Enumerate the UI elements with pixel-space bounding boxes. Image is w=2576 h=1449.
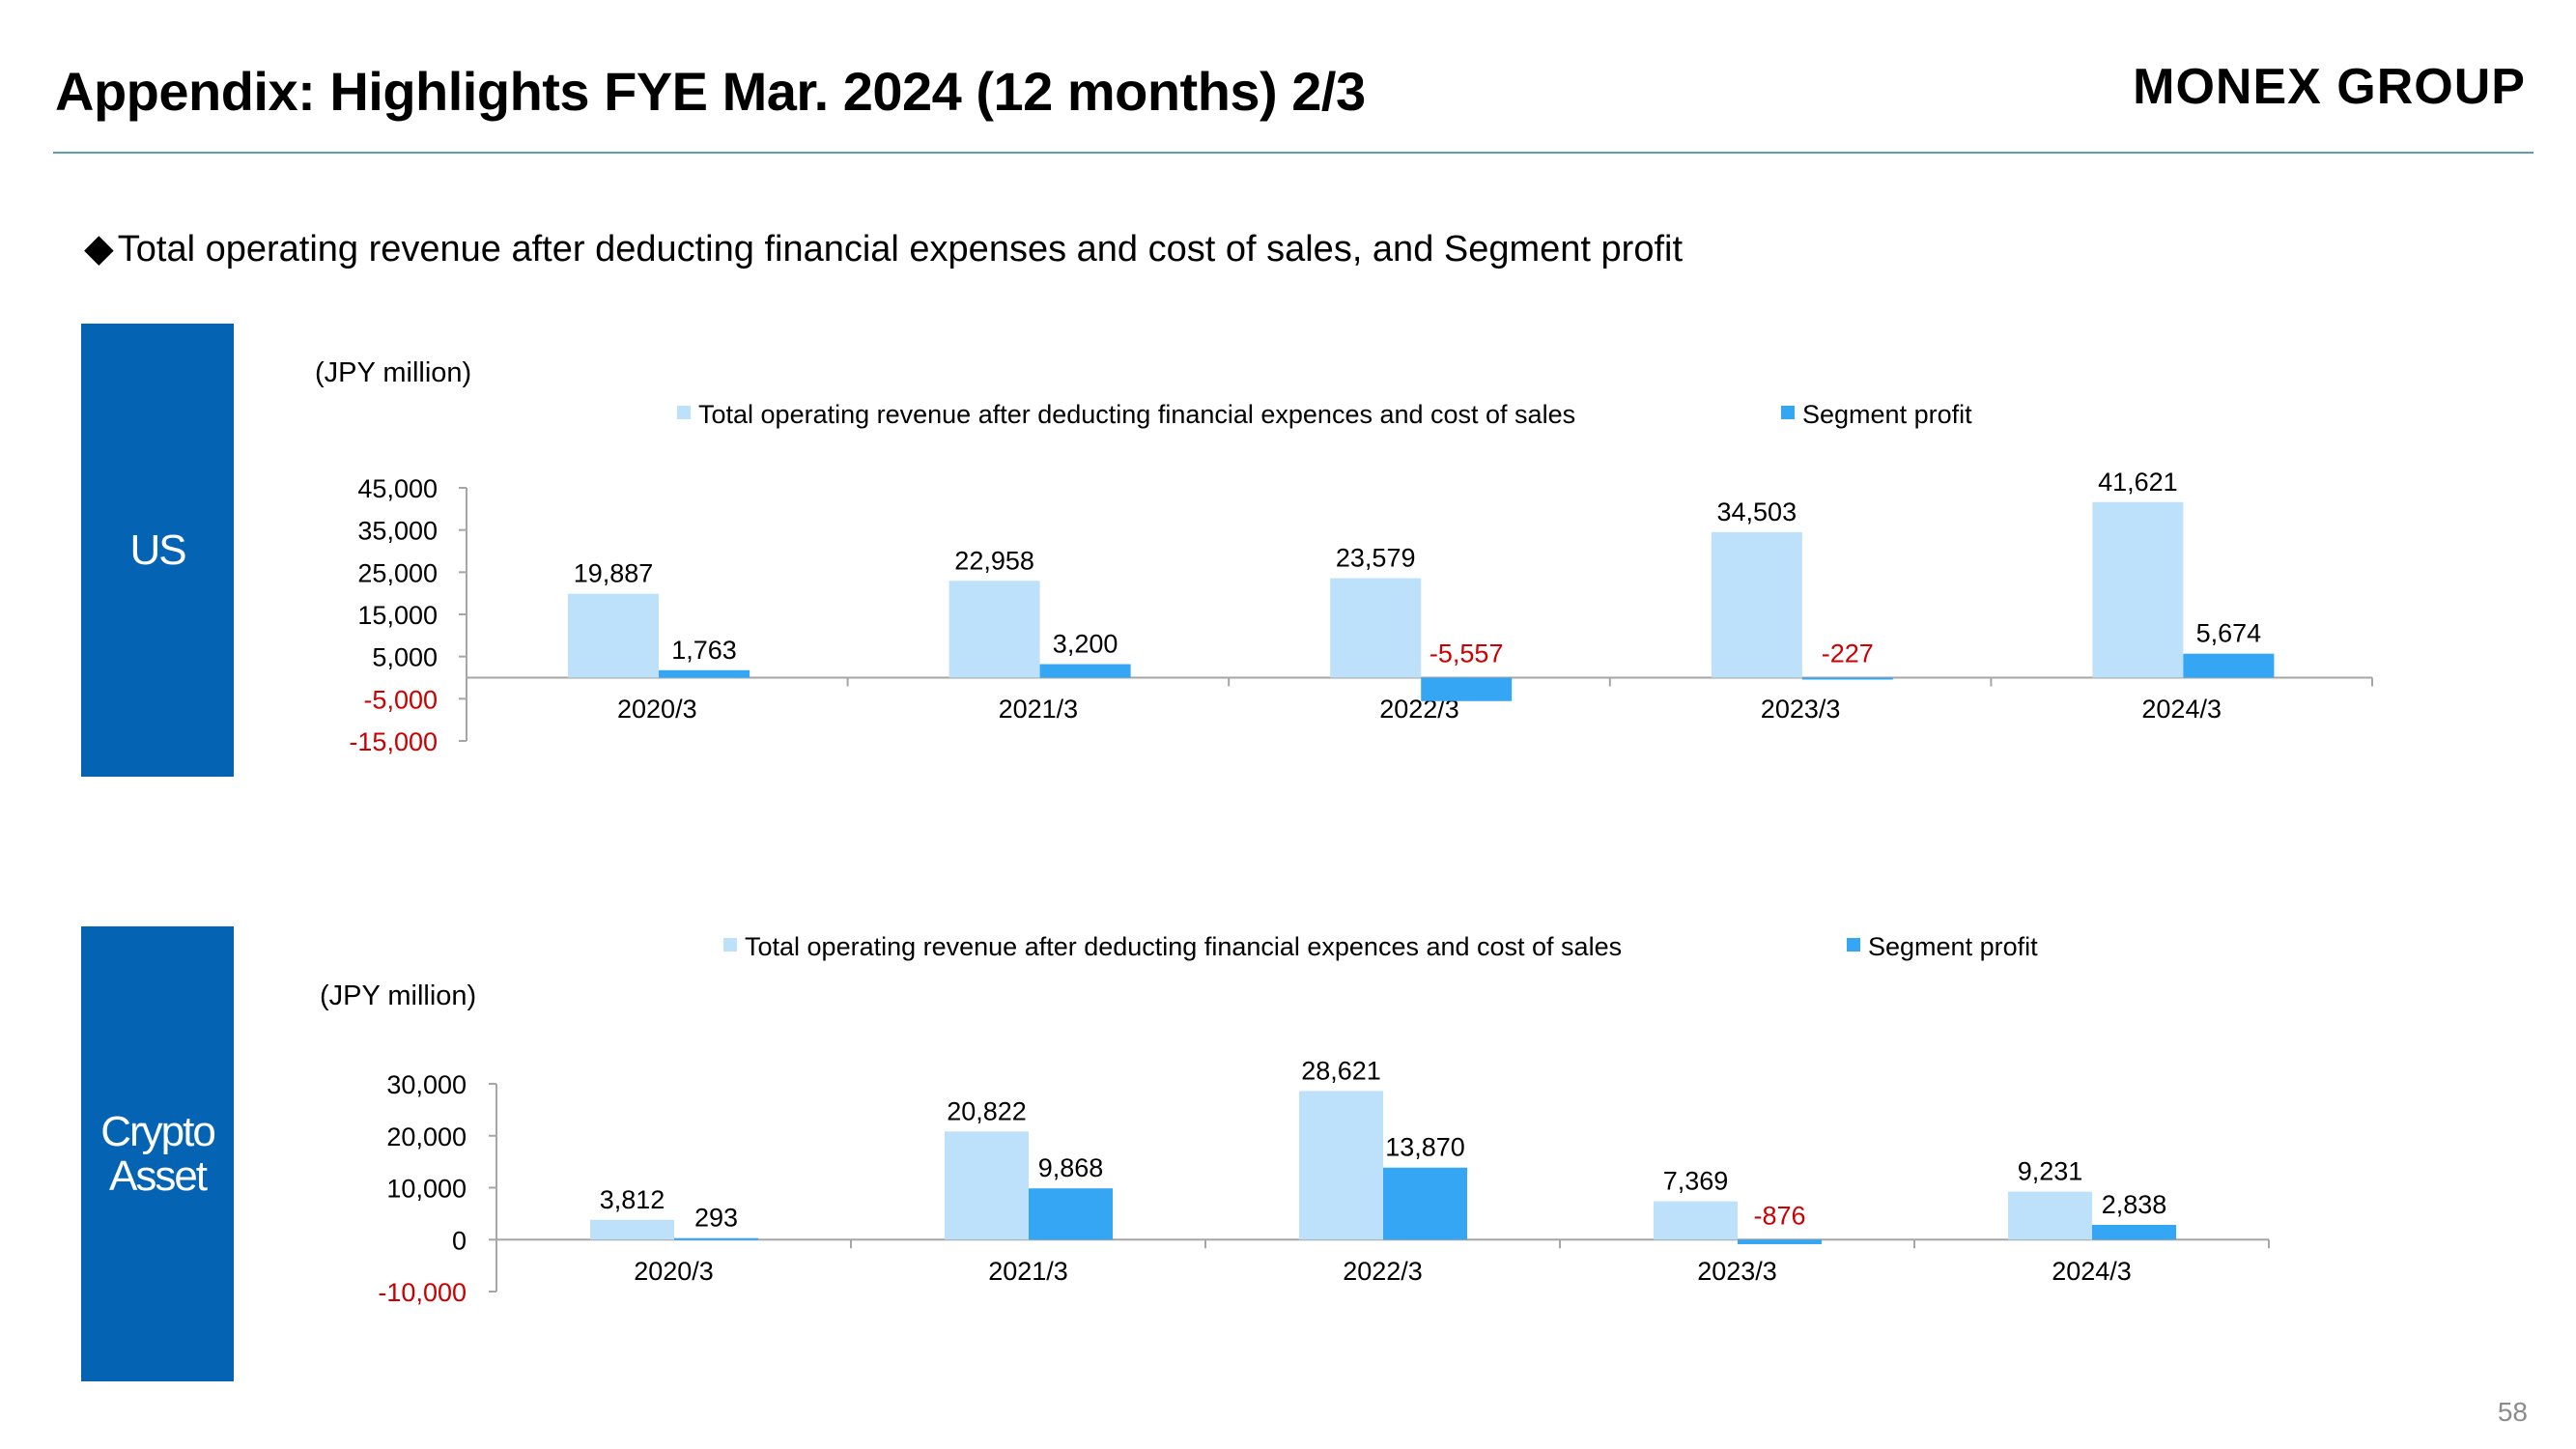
y-tick-label: -15,000: [349, 727, 438, 756]
brand-logo: MONEX GROUP: [2133, 59, 2526, 115]
profit-bar: [2183, 653, 2275, 678]
profit-data-label: 13,870: [1385, 1133, 1465, 1162]
revenue-bar: [568, 593, 659, 678]
y-tick-label: 45,000: [357, 474, 438, 503]
profit-data-label: 9,868: [1038, 1153, 1104, 1182]
revenue-bar: [945, 1131, 1029, 1240]
revenue-bar: [2008, 1191, 2092, 1240]
legend-label: Total operating revenue after deducting …: [745, 932, 1622, 961]
side-label-us-text: US: [129, 526, 186, 574]
profit-data-label: -876: [1753, 1201, 1805, 1230]
profit-bar: [1029, 1188, 1113, 1240]
x-category-label: 2023/3: [1761, 695, 1841, 724]
revenue-data-label: 28,621: [1301, 1056, 1381, 1085]
profit-bar: [674, 1237, 758, 1240]
profit-data-label: 293: [694, 1204, 738, 1233]
profit-data-label: -227: [1822, 639, 1874, 668]
revenue-data-label: 9,231: [2018, 1157, 2083, 1186]
side-label-crypto: Crypto Asset: [81, 926, 234, 1381]
revenue-data-label: 41,621: [2098, 468, 2178, 497]
x-category-label: 2024/3: [2141, 695, 2222, 724]
y-tick-label: -5,000: [363, 685, 438, 714]
profit-bar: [1039, 664, 1131, 678]
profit-data-label: -5,557: [1430, 639, 1504, 668]
side-label-crypto-text: Crypto Asset: [100, 1107, 216, 1200]
crypto-bar-chart: (JPY million) Total operating revenue aft…: [320, 932, 2270, 1307]
y-tick-label: 0: [452, 1226, 467, 1255]
page-number: 58: [2497, 1397, 2528, 1427]
y-tick-label: 15,000: [357, 601, 438, 630]
legend-swatch: [723, 938, 737, 952]
revenue-bar: [1330, 578, 1422, 678]
profit-bar: [1383, 1167, 1467, 1240]
unit-label: (JPY million): [320, 980, 476, 1011]
x-category-label: 2020/3: [617, 695, 697, 724]
y-tick-label: 10,000: [386, 1175, 467, 1204]
y-tick-label: 35,000: [357, 517, 438, 546]
revenue-bar: [590, 1219, 674, 1240]
revenue-data-label: 34,503: [1717, 497, 1798, 526]
legend-label: Total operating revenue after deducting …: [698, 400, 1575, 429]
revenue-data-label: 22,958: [954, 546, 1034, 575]
profit-bar: [2092, 1224, 2176, 1240]
profit-data-label: 5,674: [2196, 619, 2262, 648]
x-category-label: 2020/3: [634, 1257, 714, 1286]
profit-data-label: 3,200: [1053, 630, 1118, 659]
y-tick-label: 20,000: [386, 1122, 467, 1151]
revenue-data-label: 19,887: [574, 559, 654, 588]
revenue-bar: [1654, 1201, 1738, 1240]
profit-bar: [1801, 677, 1893, 680]
revenue-bar: [2092, 501, 2184, 678]
header-divider: [53, 152, 2534, 154]
x-category-label: 2021/3: [999, 695, 1079, 724]
y-tick-label: 5,000: [372, 643, 438, 672]
section-heading-text: Total operating revenue after deducting …: [117, 229, 1684, 270]
x-category-label: 2023/3: [1697, 1257, 1777, 1286]
profit-bar: [1738, 1239, 1822, 1244]
diamond-bullet-icon: ◆: [84, 227, 114, 270]
x-category-label: 2022/3: [1343, 1257, 1423, 1286]
x-category-label: 2021/3: [988, 1257, 1068, 1286]
page-title: Appendix: Highlights FYE Mar. 2024 (12 m…: [55, 61, 1366, 122]
profit-data-label: 2,838: [2102, 1190, 2167, 1219]
profit-bar: [659, 669, 750, 678]
y-tick-label: 30,000: [386, 1070, 467, 1099]
legend-swatch: [1781, 406, 1795, 419]
x-category-label: 2024/3: [2052, 1257, 2132, 1286]
side-label-us: US: [81, 324, 234, 777]
revenue-bar: [948, 581, 1040, 678]
revenue-data-label: 7,369: [1663, 1167, 1729, 1196]
section-heading: ◆ Total operating revenue after deducting…: [84, 226, 1683, 270]
revenue-bar: [1299, 1091, 1383, 1240]
revenue-data-label: 3,812: [600, 1185, 665, 1214]
legend-swatch: [1847, 938, 1860, 952]
y-tick-label: -10,000: [378, 1278, 467, 1307]
legend-label: Segment profit: [1868, 932, 2038, 961]
y-tick-label: 25,000: [357, 558, 438, 587]
revenue-data-label: 20,822: [947, 1096, 1027, 1125]
profit-bar: [1421, 677, 1513, 701]
unit-label: (JPY million): [315, 357, 471, 388]
legend-swatch: [677, 406, 691, 419]
legend-label: Segment profit: [1802, 400, 1972, 429]
revenue-data-label: 23,579: [1336, 544, 1416, 573]
us-bar-chart: (JPY million) Total operating revenue aft…: [315, 357, 2373, 756]
profit-data-label: 1,763: [671, 636, 737, 665]
revenue-bar: [1711, 531, 1802, 678]
